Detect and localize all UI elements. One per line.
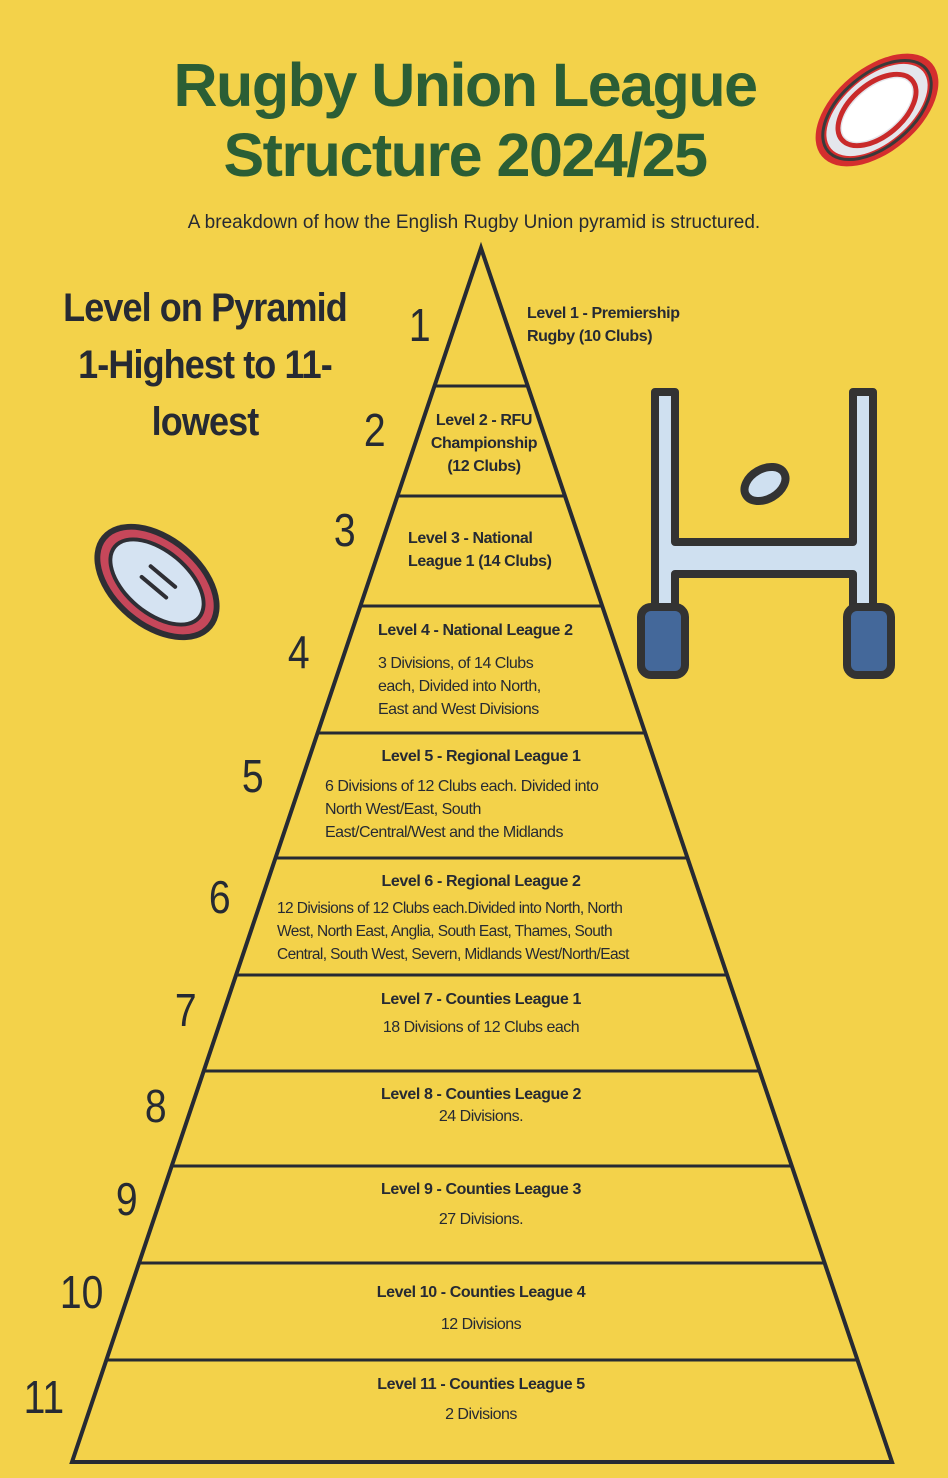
level-2-label: Level 2 - RFU Championship (12 Clubs) xyxy=(424,409,544,478)
level-number: 4 xyxy=(287,626,310,678)
level-number: 2 xyxy=(363,404,386,456)
level-title: Championship xyxy=(430,435,538,452)
side-heading: Level on Pyramid 1-Highest to 11- lowest xyxy=(39,280,372,451)
description-line: North West/East, South xyxy=(325,801,481,818)
level-title: Level 4 - National League 2 xyxy=(378,622,573,639)
rugby-goalposts-icon xyxy=(637,388,895,679)
description-line: 12 Divisions of 12 Clubs each.Divided in… xyxy=(277,900,623,917)
pyramid-outline xyxy=(69,241,895,1464)
description-line: East/Central/West and the Midlands xyxy=(325,824,563,841)
level-title: Level 9 - Counties League 3 xyxy=(381,1181,581,1198)
level-5-description: 6 Divisions of 12 Clubs each. Divided in… xyxy=(325,775,599,844)
level-title: Level 6 - Regional League 2 xyxy=(381,873,581,890)
description-line: West, North East, Anglia, South East, Th… xyxy=(277,923,613,940)
level-title: Rugby (10 Clubs) xyxy=(527,328,653,345)
level-1-label: Level 1 - Premiership Rugby (10 Clubs) xyxy=(527,302,680,348)
level-number: 8 xyxy=(144,1080,167,1132)
description-line: East and West Divisions xyxy=(378,701,539,718)
level-description: 12 Divisions xyxy=(440,1316,522,1333)
description-line: each, Divided into North, xyxy=(378,678,541,695)
level-4-description: 3 Divisions, of 14 Clubs each, Divided i… xyxy=(378,652,541,721)
level-3-label: Level 3 - National League 1 (14 Clubs) xyxy=(408,527,552,573)
level-title: Level 8 - Counties League 2 xyxy=(381,1086,581,1103)
level-title: (12 Clubs) xyxy=(447,458,521,475)
level-title: Level 3 - National xyxy=(408,530,533,547)
level-title: Level 1 - Premiership xyxy=(527,305,680,322)
side-heading-line: 1-Highest to 11- xyxy=(78,343,333,387)
side-heading-line: lowest xyxy=(151,400,260,444)
level-description: 2 Divisions xyxy=(445,1406,517,1423)
level-title: Level 7 - Counties League 1 xyxy=(381,991,581,1008)
title-line: Structure 2024/25 xyxy=(223,121,708,189)
side-heading-line: Level on Pyramid xyxy=(63,286,348,330)
description-line: 6 Divisions of 12 Clubs each. Divided in… xyxy=(325,778,599,795)
level-description: 27 Divisions. xyxy=(438,1211,524,1228)
level-description: 18 Divisions of 12 Clubs each xyxy=(382,1019,580,1036)
level-number: 7 xyxy=(174,984,197,1036)
level-title: Level 11 - Counties League 5 xyxy=(377,1376,585,1393)
title-line: Rugby Union League xyxy=(173,51,759,119)
level-number: 6 xyxy=(208,871,231,923)
level-number: 10 xyxy=(59,1266,104,1318)
level-title: Level 10 - Counties League 4 xyxy=(376,1284,586,1301)
level-6-description: 12 Divisions of 12 Clubs each.Divided in… xyxy=(277,897,629,966)
level-number: 3 xyxy=(333,504,356,556)
level-number: 9 xyxy=(115,1173,138,1225)
level-title: League 1 (14 Clubs) xyxy=(408,553,552,570)
level-number: 11 xyxy=(23,1371,65,1423)
level-title: Level 2 - RFU xyxy=(435,412,533,429)
subtitle: A breakdown of how the English Rugby Uni… xyxy=(187,212,761,233)
rugby-ball-icon xyxy=(94,523,220,641)
rugby-ball-icon xyxy=(815,53,939,167)
level-title: Level 5 - Regional League 1 xyxy=(381,748,581,765)
level-number: 5 xyxy=(241,750,264,802)
description-line: Central, South West, Severn, Midlands We… xyxy=(277,946,629,963)
level-number: 1 xyxy=(408,299,431,351)
level-description: 24 Divisions. xyxy=(438,1108,524,1125)
page-title: Rugby Union League Structure 2024/25 xyxy=(0,50,930,190)
description-line: 3 Divisions, of 14 Clubs xyxy=(378,655,534,672)
